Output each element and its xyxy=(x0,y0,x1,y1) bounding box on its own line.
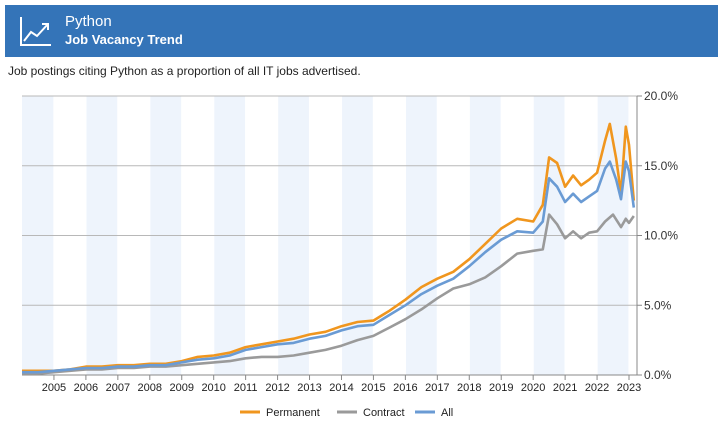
trend-chart: 0.0% 5.0% 10.0% 15.0% 20.0% 2005 2006 2007 2008 2… xyxy=(22,89,678,419)
x-tick-label: 2014 xyxy=(329,382,353,394)
series-line-permanent xyxy=(22,122,636,373)
y-tick-label: 0.0% xyxy=(644,368,672,382)
x-tick-label: 2018 xyxy=(457,382,481,394)
x-tick-label: 2022 xyxy=(585,382,609,394)
x-tick-label: 2023 xyxy=(617,382,641,394)
legend-label-all: All xyxy=(441,407,453,419)
y-tick-label: 20.0% xyxy=(644,89,678,103)
x-tick-label: 2013 xyxy=(297,382,321,394)
x-tick-label: 2009 xyxy=(169,382,193,394)
x-tick-label: 2021 xyxy=(553,382,577,394)
chart-subtitle: Job Vacancy Trend xyxy=(65,32,183,47)
x-tick-label: 2012 xyxy=(265,382,289,394)
x-tick-label: 2015 xyxy=(361,382,385,394)
x-tick-label: 2008 xyxy=(138,382,162,394)
x-tick-label: 2010 xyxy=(201,382,225,394)
series-line-all xyxy=(22,160,636,374)
trend-chart-icon xyxy=(20,17,51,46)
series-line-contract xyxy=(22,213,635,375)
skill-title: Python xyxy=(65,13,112,30)
y-tick-label: 15.0% xyxy=(644,159,678,173)
x-tick-label: 2007 xyxy=(106,382,130,394)
chart-header: Python Job Vacancy Trend xyxy=(5,5,718,57)
chart-description: Job postings citing Python as a proporti… xyxy=(8,64,361,78)
y-tick-label: 5.0% xyxy=(644,298,672,312)
x-tick-label: 2006 xyxy=(74,382,98,394)
x-tick-label: 2011 xyxy=(234,382,258,394)
legend-label-permanent: Permanent xyxy=(266,407,320,419)
x-tick-label: 2020 xyxy=(521,382,545,394)
y-tick-label: 10.0% xyxy=(644,229,678,243)
x-tick-label: 2017 xyxy=(425,382,449,394)
x-tick-label: 2005 xyxy=(42,382,66,394)
legend-label-contract: Contract xyxy=(363,407,405,419)
x-tick-label: 2019 xyxy=(489,382,513,394)
x-tick-label: 2016 xyxy=(393,382,417,394)
